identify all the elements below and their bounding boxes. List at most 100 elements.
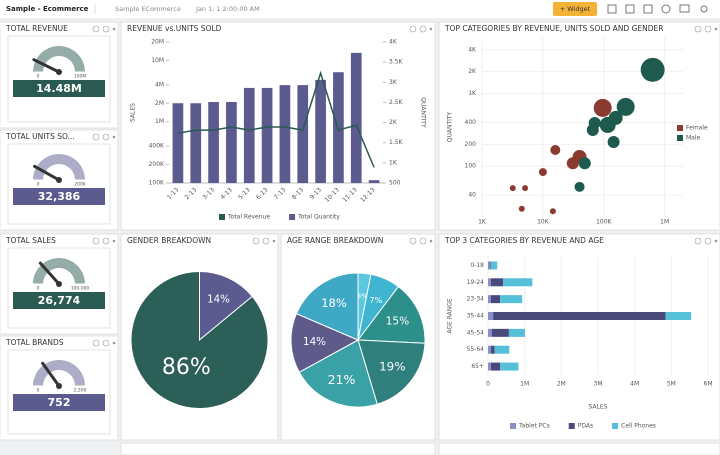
- icon[interactable]: [679, 4, 690, 13]
- widget-menu-icon[interactable]: [272, 239, 276, 243]
- widget-menu-icon[interactable]: [714, 27, 718, 31]
- y-tick-label: 45-54: [467, 329, 485, 336]
- icon[interactable]: [700, 5, 708, 13]
- y2-tick-label: 2K: [389, 119, 398, 126]
- icon[interactable]: [607, 4, 617, 14]
- widget-menu-icon[interactable]: [112, 27, 116, 31]
- gauge-value: 26,774: [38, 294, 81, 307]
- pie-label: 19%: [379, 359, 405, 373]
- widget-menu-icon[interactable]: [92, 339, 100, 347]
- widget-title: TOP 3 CATEGORIES BY REVENUE AND AGE: [444, 236, 604, 245]
- pie-label: 86%: [162, 355, 211, 380]
- widget-menu-icon[interactable]: [429, 239, 433, 243]
- widget-menu-icon[interactable]: [252, 237, 260, 245]
- widget-menu-icon[interactable]: [102, 339, 110, 347]
- widget-menu-icon[interactable]: [714, 239, 718, 243]
- y2-tick-label: 500: [389, 180, 401, 187]
- y-tick-label: 19-24: [467, 279, 485, 286]
- y2-tick-label: 3.5K: [389, 59, 404, 66]
- bar-segment: [490, 295, 501, 304]
- date-filter[interactable]: Jan 1, 1 2:00:00 AM: [195, 5, 260, 13]
- widget-menu-icon[interactable]: [409, 237, 417, 245]
- gauge-tick-label: 200K: [74, 182, 87, 188]
- gauge-needle: [32, 58, 61, 74]
- legend-label: PDAs: [578, 423, 593, 430]
- widget-menu-icon[interactable]: [112, 239, 116, 243]
- widget-menu-icon[interactable]: [419, 25, 427, 33]
- gauge-band: [33, 154, 85, 180]
- widget-button-label[interactable]: + Widget: [560, 5, 591, 13]
- x-tick-label: 2M: [557, 381, 566, 388]
- pie-label: 21%: [328, 372, 356, 387]
- bar-segment: [488, 261, 490, 270]
- widget-menu-icon[interactable]: [92, 25, 100, 33]
- bar: [190, 103, 202, 183]
- y-tick-label: 100K: [149, 180, 165, 187]
- toolbar-icons[interactable]: [607, 4, 708, 14]
- widget-menu-icon[interactable]: [694, 237, 702, 245]
- widget-menu-icon[interactable]: [409, 25, 417, 33]
- gauge-hub: [56, 69, 62, 75]
- bubble: [616, 97, 635, 116]
- widget-title: AGE RANGE BREAKDOWN: [287, 236, 383, 245]
- widget-menu-icon[interactable]: [704, 25, 712, 33]
- widget-menu-icon[interactable]: [694, 25, 702, 33]
- bubble: [599, 116, 616, 133]
- widget-menu-icon[interactable]: [92, 133, 100, 141]
- bubble: [550, 145, 561, 156]
- y2-axis-title: QUANTITY: [420, 97, 427, 128]
- pie-label: 15%: [386, 315, 410, 328]
- widget-menu-icon[interactable]: [429, 27, 433, 31]
- widget-menu-icon[interactable]: [102, 25, 110, 33]
- pie-slice: [199, 270, 253, 342]
- y2-tick-label: 2.5K: [389, 99, 404, 106]
- widget-menu-icon[interactable]: [102, 237, 110, 245]
- widget-title: REVENUE vs.UNITS SOLD: [127, 24, 222, 33]
- y-tick-label: 4M: [155, 81, 164, 88]
- widget-menu-icon[interactable]: [92, 237, 100, 245]
- datasource[interactable]: Sample ECommerce: [115, 5, 181, 13]
- widget-button[interactable]: [553, 2, 597, 16]
- gauge-hub: [56, 383, 62, 389]
- bubble: [607, 136, 620, 149]
- y2-tick-label: 1.5K: [389, 139, 404, 146]
- legend-swatch: [289, 214, 296, 220]
- gauge-value: 14.48M: [36, 82, 82, 95]
- y-tick-label: 1M: [155, 118, 164, 125]
- bar: [226, 102, 237, 183]
- legend-label: Male: [686, 135, 701, 142]
- y-axis-title: SALES: [130, 103, 137, 122]
- x-tick-label: 100K: [596, 219, 612, 226]
- y-tick-label: 200K: [149, 161, 165, 168]
- icon[interactable]: [643, 4, 653, 14]
- legend-swatch: [612, 423, 619, 429]
- x-tick-label: 1K: [478, 219, 487, 226]
- x-axis-title: SALES: [589, 404, 608, 411]
- widget-title: TOTAL REVENUE: [5, 24, 68, 33]
- widget-title: TOTAL UNITS SO...: [5, 132, 75, 141]
- widget-menu-icon[interactable]: [262, 237, 270, 245]
- bar-segment: [491, 328, 509, 337]
- y-tick-label: 65+: [471, 363, 484, 370]
- legend-label: Female: [686, 125, 708, 132]
- icon[interactable]: [661, 4, 671, 14]
- bubble: [586, 123, 599, 136]
- legend-swatch: [677, 125, 683, 131]
- widget-menu-icon[interactable]: [112, 135, 116, 139]
- bubble: [518, 205, 525, 212]
- legend-label: Total Revenue: [227, 214, 270, 221]
- y2-tick-label: 3K: [389, 79, 398, 86]
- bubble: [538, 168, 547, 177]
- gauge-tick-label: 0: [37, 286, 40, 292]
- x-tick-label: 5M: [667, 381, 676, 388]
- widget: [438, 442, 720, 455]
- widget-menu-icon[interactable]: [419, 237, 427, 245]
- bubble: [574, 181, 585, 192]
- icon[interactable]: [625, 4, 635, 14]
- widget-menu-icon[interactable]: [704, 237, 712, 245]
- widget-menu-icon[interactable]: [112, 341, 116, 345]
- widget-menu-icon[interactable]: [102, 133, 110, 141]
- widget: [438, 233, 720, 441]
- bar: [261, 87, 273, 183]
- bar-segment: [490, 362, 501, 371]
